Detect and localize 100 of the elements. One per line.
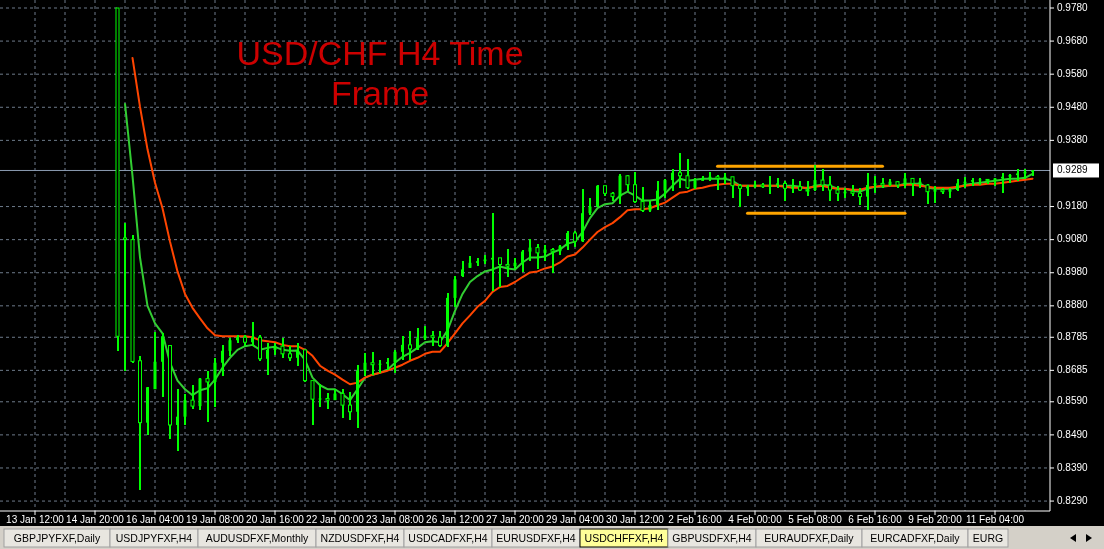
candlestick [370, 350, 375, 376]
text: GBPUSDFXF,H4 [672, 531, 752, 544]
ref-line-label: 0.9289 [1057, 164, 1089, 176]
text: USDCHFFXF,H4 [584, 531, 664, 544]
y-tick-label: 0.8490 [1057, 428, 1089, 440]
x-tick-label: 6 Feb 16:00 [848, 514, 903, 525]
x-tick-label: 20 Jan 16:00 [246, 514, 305, 525]
text: EURCADFXF,Daily [870, 531, 961, 544]
y-tick-label: 0.8785 [1057, 330, 1089, 342]
candlestick [633, 170, 637, 204]
candlestick [296, 342, 299, 368]
text: GBPJPYFXF,Daily [13, 531, 101, 544]
candlestick [213, 356, 217, 409]
candlestick [505, 247, 510, 279]
y-tick-label: 0.9580 [1057, 67, 1089, 79]
x-tick-label: 30 Jan 12:00 [606, 514, 665, 525]
candlestick [386, 356, 389, 371]
y-tick-label: 0.9680 [1057, 34, 1089, 46]
x-tick-label: 13 Jan 12:00 [6, 514, 65, 525]
candlestick [461, 260, 464, 279]
candlestick [318, 383, 322, 409]
candlestick [521, 248, 524, 274]
candlestick [266, 342, 269, 376]
candlestick [776, 176, 779, 189]
text: USD/CHF H4 Time Frame [236, 34, 524, 112]
y-tick-label: 0.9080 [1057, 233, 1089, 245]
candlestick [251, 321, 254, 348]
candlestick [701, 174, 704, 182]
candlestick [176, 388, 179, 453]
x-tick-label: 29 Jan 04:00 [546, 514, 605, 525]
candlestick [738, 182, 742, 209]
y-tick-label: 0.9780 [1057, 1, 1089, 13]
candlestick [378, 358, 382, 374]
candlestick [656, 179, 659, 212]
text: EURUSDFXF,H4 [496, 531, 576, 544]
candlestick [123, 222, 127, 372]
candlestick [596, 183, 599, 209]
candlestick [581, 187, 584, 243]
candlestick [956, 177, 959, 192]
text: EURAUDFXF,Daily [764, 531, 855, 544]
candlestick [340, 388, 345, 420]
x-tick-label: 4 Feb 00:00 [728, 514, 783, 525]
x-tick-label: 19 Jan 08:00 [186, 514, 245, 525]
text: NZDUSDFXF,H4 [320, 531, 400, 544]
y-tick-label: 0.8390 [1057, 461, 1089, 473]
candlestick [476, 256, 479, 268]
candlestick [550, 246, 555, 275]
candlestick [363, 351, 367, 377]
y-tick-label: 0.9180 [1057, 200, 1089, 212]
candlestick [663, 177, 667, 199]
candlestick [221, 343, 224, 377]
candlestick [348, 391, 352, 421]
text: EURG [972, 531, 1004, 544]
candlestick [161, 332, 164, 398]
candlestick [453, 275, 457, 308]
candlestick [618, 172, 622, 205]
x-tick-label: 14 Jan 20:00 [66, 514, 125, 525]
candlestick [236, 334, 239, 345]
candlestick [820, 167, 825, 192]
candlestick [491, 212, 494, 292]
candlestick [1031, 169, 1034, 177]
y-tick-label: 0.8685 [1057, 364, 1089, 375]
candlestick [280, 337, 285, 359]
y-tick-label: 0.8980 [1057, 266, 1089, 278]
candlestick [310, 379, 315, 426]
candlestick [566, 230, 569, 251]
candlestick [535, 242, 540, 271]
x-tick-label: 27 Jan 20:00 [486, 514, 545, 525]
x-tick-label: 26 Jan 12:00 [426, 514, 485, 525]
y-tick-label: 0.8590 [1057, 395, 1089, 407]
x-tick-label: 22 Jan 00:00 [306, 514, 365, 525]
candlestick [730, 175, 735, 199]
y-tick-label: 0.9380 [1057, 134, 1089, 146]
candlestick [528, 237, 532, 263]
candlestick [671, 167, 674, 192]
x-tick-label: 16 Jan 04:00 [126, 514, 185, 525]
text: USDJPYFXF,H4 [115, 531, 193, 544]
candlestick [498, 256, 502, 288]
y-tick-label: 0.8290 [1057, 494, 1089, 506]
candlestick [408, 330, 412, 361]
candlestick [685, 158, 690, 190]
candlestick [401, 335, 404, 361]
x-tick-label: 23 Jan 08:00 [366, 514, 425, 525]
x-tick-label: 2 Feb 16:00 [668, 514, 723, 525]
candlestick [783, 179, 787, 202]
x-tick-label: 9 Feb 20:00 [908, 514, 963, 525]
candlestick [393, 348, 397, 374]
y-tick-label: 0.8880 [1057, 299, 1089, 311]
y-tick-label: 0.9480 [1057, 100, 1089, 112]
candlestick [828, 174, 832, 202]
candlestick [205, 369, 210, 423]
candlestick [640, 185, 645, 214]
candlestick [416, 327, 419, 351]
candlestick [190, 384, 195, 411]
candlestick [1016, 167, 1019, 182]
candlestick [971, 176, 974, 187]
candlestick [258, 334, 262, 362]
candlestick [183, 393, 187, 426]
candlestick [813, 164, 817, 192]
text: AUDUSDFXF,Monthly [205, 531, 310, 544]
